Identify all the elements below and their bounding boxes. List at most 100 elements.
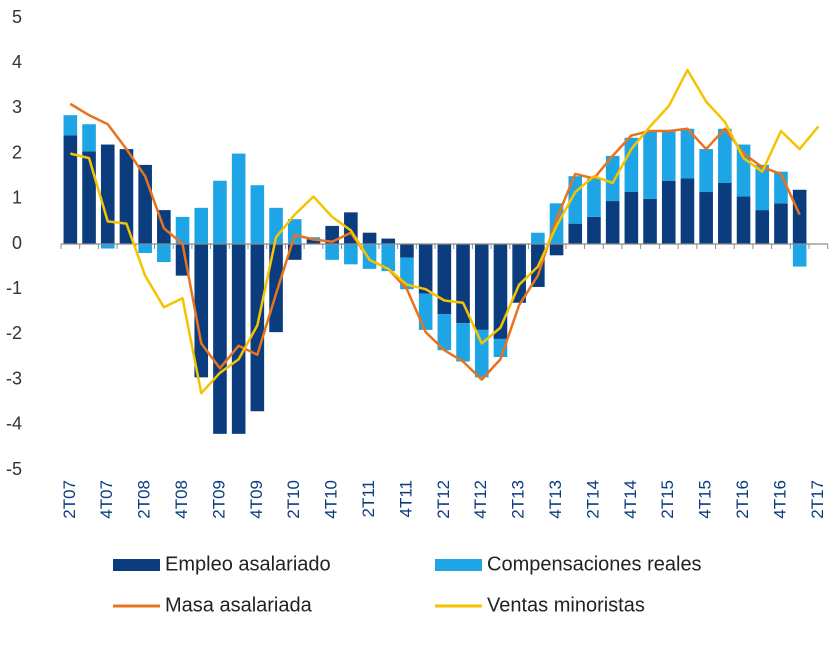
bar: [774, 203, 788, 244]
x-tick-label: 4T13: [546, 480, 565, 519]
bar: [643, 198, 657, 244]
x-tick-label: 2T12: [434, 480, 453, 519]
y-tick-label: 0: [12, 233, 22, 253]
bar: [755, 164, 770, 211]
x-tick-label: 4T09: [247, 480, 266, 519]
bar: [624, 192, 639, 244]
bar: [661, 180, 676, 244]
bar: [213, 244, 227, 434]
bar: [362, 232, 377, 244]
bar: [531, 232, 545, 244]
bar: [287, 219, 302, 244]
legend-swatch: [113, 559, 160, 571]
bar: [344, 244, 358, 265]
legend-label: Compensaciones reales: [487, 553, 702, 575]
bar: [63, 135, 78, 244]
bar: [643, 131, 657, 199]
bar: [231, 153, 246, 244]
bar: [587, 216, 601, 244]
x-tick-label: 4T10: [322, 480, 341, 519]
x-tick-label: 2T11: [359, 480, 378, 518]
x-tick-label: 4T15: [696, 480, 715, 519]
bar: [568, 223, 583, 244]
bar: [474, 244, 489, 330]
bar: [269, 244, 283, 333]
bar: [231, 244, 246, 434]
bar: [437, 244, 452, 315]
bar: [512, 244, 526, 303]
bar: [63, 115, 78, 136]
bar: [250, 185, 265, 244]
bar: [400, 244, 414, 258]
legend-label: Masa asalariada: [165, 594, 313, 616]
bar: [82, 151, 96, 244]
x-tick-label: 4T14: [621, 480, 640, 519]
bar: [418, 293, 433, 330]
bar: [736, 196, 751, 244]
line: [69, 102, 801, 381]
y-tick-label: 4: [12, 52, 22, 72]
y-tick-label: 5: [12, 7, 22, 27]
bar: [474, 329, 489, 378]
bar: [437, 314, 452, 351]
bar: [456, 323, 470, 362]
y-tick-label: -5: [6, 459, 22, 479]
bar: [605, 201, 620, 244]
x-tick-label: 2T08: [135, 480, 154, 519]
bar: [175, 216, 190, 244]
bar: [680, 178, 695, 244]
y-tick-label: -4: [6, 414, 22, 434]
y-tick-label: 1: [12, 188, 22, 208]
bar: [194, 244, 209, 378]
x-tick-label: 2T16: [733, 480, 752, 519]
bar: [718, 128, 732, 183]
y-tick-label: 2: [12, 142, 22, 162]
legend-label: Empleo asalariado: [165, 553, 331, 575]
line: [70, 68, 820, 395]
x-tick-label: 2T10: [284, 480, 303, 519]
x-tick-label: 2T17: [808, 480, 827, 519]
y-tick-label: 3: [12, 97, 22, 117]
bar: [100, 144, 115, 244]
bar: [699, 149, 713, 193]
bar: [680, 128, 695, 179]
bar: [718, 182, 732, 244]
x-tick-label: 2T15: [658, 480, 677, 519]
x-tick-label: 4T08: [172, 480, 191, 519]
bar: [418, 244, 433, 294]
bar: [213, 180, 227, 244]
bar: [661, 131, 676, 181]
bar: [792, 189, 807, 244]
y-tick-label: -3: [6, 368, 22, 388]
x-tick-label: 4T11: [396, 480, 415, 518]
bar: [699, 192, 713, 244]
bar: [755, 210, 770, 244]
bar: [362, 244, 377, 269]
bar: [587, 178, 601, 217]
bar: [493, 244, 508, 339]
x-tick-label: 4T07: [97, 480, 116, 519]
legend-swatch: [435, 559, 482, 571]
x-tick-label: 2T09: [209, 480, 228, 519]
bar: [82, 124, 96, 152]
y-tick-label: -1: [6, 278, 22, 298]
bar: [624, 137, 639, 193]
bar: [100, 244, 115, 249]
bar: [325, 244, 339, 260]
bar: [157, 244, 171, 263]
bar: [381, 244, 396, 272]
bar: [119, 149, 134, 244]
x-tick-label: 2T07: [60, 480, 79, 519]
legend-label: Ventas minoristas: [487, 594, 645, 616]
y-tick-label: -2: [6, 323, 22, 343]
bar: [605, 155, 620, 202]
bar: [138, 244, 152, 254]
bar: [381, 238, 396, 244]
bar: [194, 207, 209, 244]
x-tick-label: 2T14: [583, 480, 602, 519]
x-tick-label: 4T12: [471, 480, 490, 519]
x-tick-label: 2T13: [509, 480, 528, 519]
x-tick-label: 4T16: [770, 480, 789, 519]
bar: [306, 239, 321, 244]
